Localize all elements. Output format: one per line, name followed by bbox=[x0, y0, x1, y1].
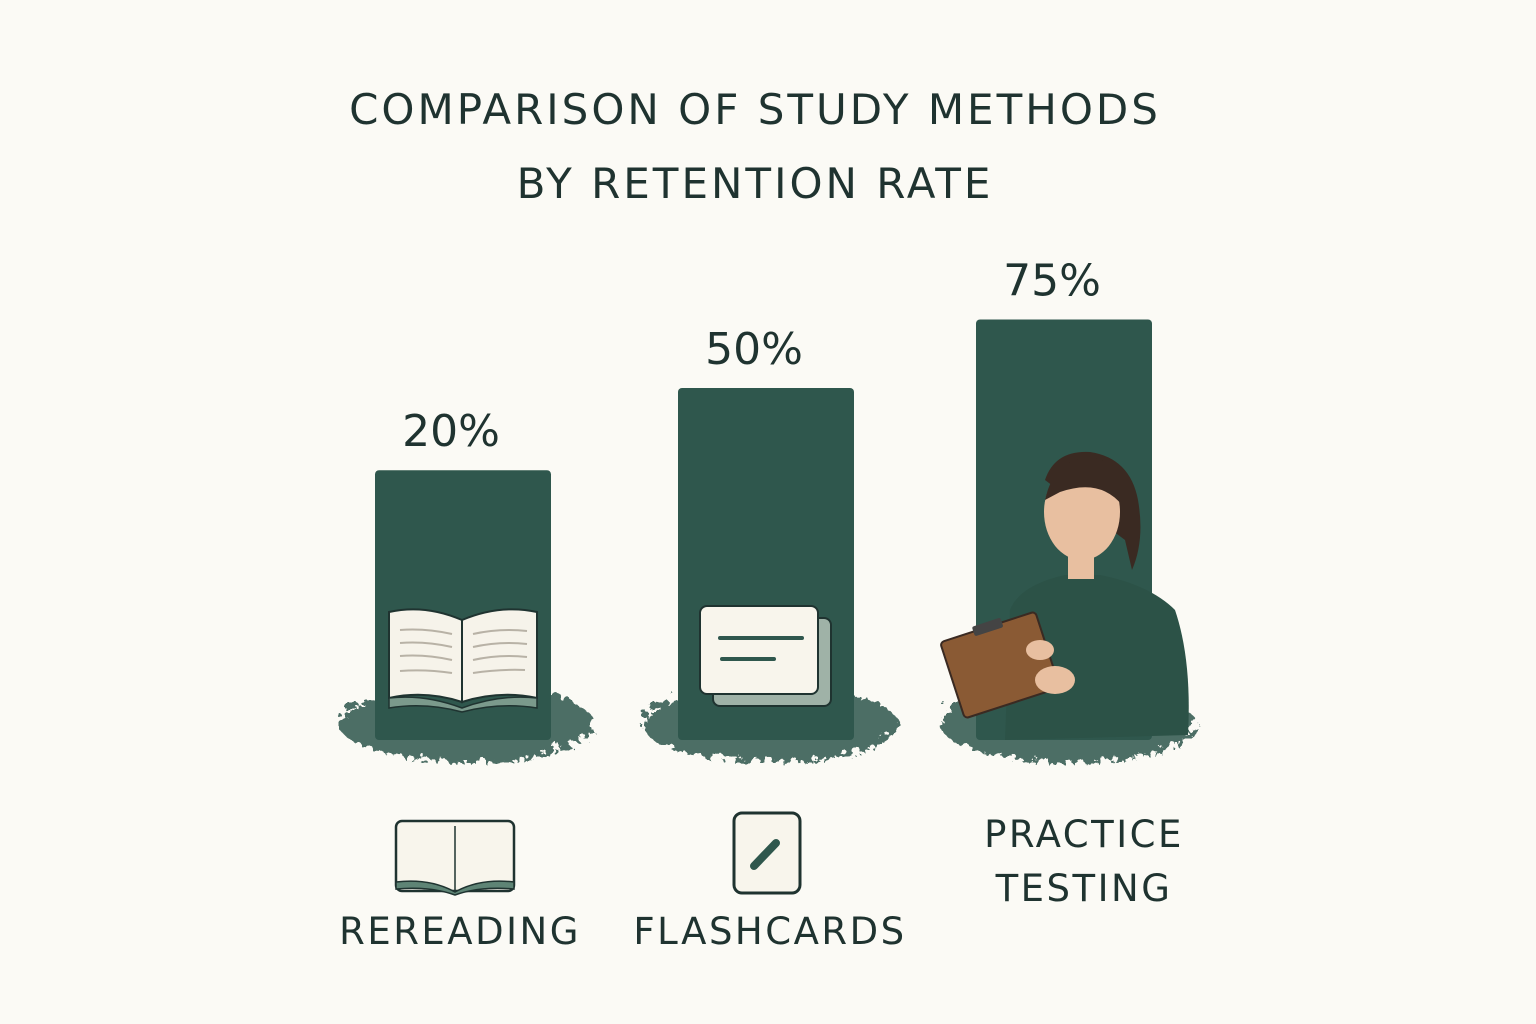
flashcard-pencil-icon bbox=[732, 811, 802, 895]
title-line-2: BY RETENTION RATE bbox=[516, 159, 994, 208]
flashcards-icon bbox=[699, 605, 832, 707]
category-label-line-1: PRACTICE bbox=[984, 813, 1184, 856]
title-line-1: COMPARISON OF STUDY METHODS bbox=[349, 85, 1161, 134]
data-label: 20% bbox=[402, 406, 500, 457]
category-label-flashcards: FLASHCARDS bbox=[633, 910, 907, 953]
rereading-book-icon bbox=[394, 819, 516, 896]
category-label-practice-testing: PRACTICE TESTING bbox=[944, 808, 1224, 916]
category-label-line-2: TESTING bbox=[995, 867, 1173, 910]
open-book-icon bbox=[388, 608, 538, 713]
data-label: 75% bbox=[1003, 256, 1101, 307]
chart-title: COMPARISON OF STUDY METHODS BY RETENTION… bbox=[0, 73, 1510, 221]
category-label-rereading: REREADING bbox=[339, 910, 581, 953]
data-label: 50% bbox=[705, 324, 803, 375]
person-with-clipboard-illustration bbox=[940, 451, 1189, 740]
